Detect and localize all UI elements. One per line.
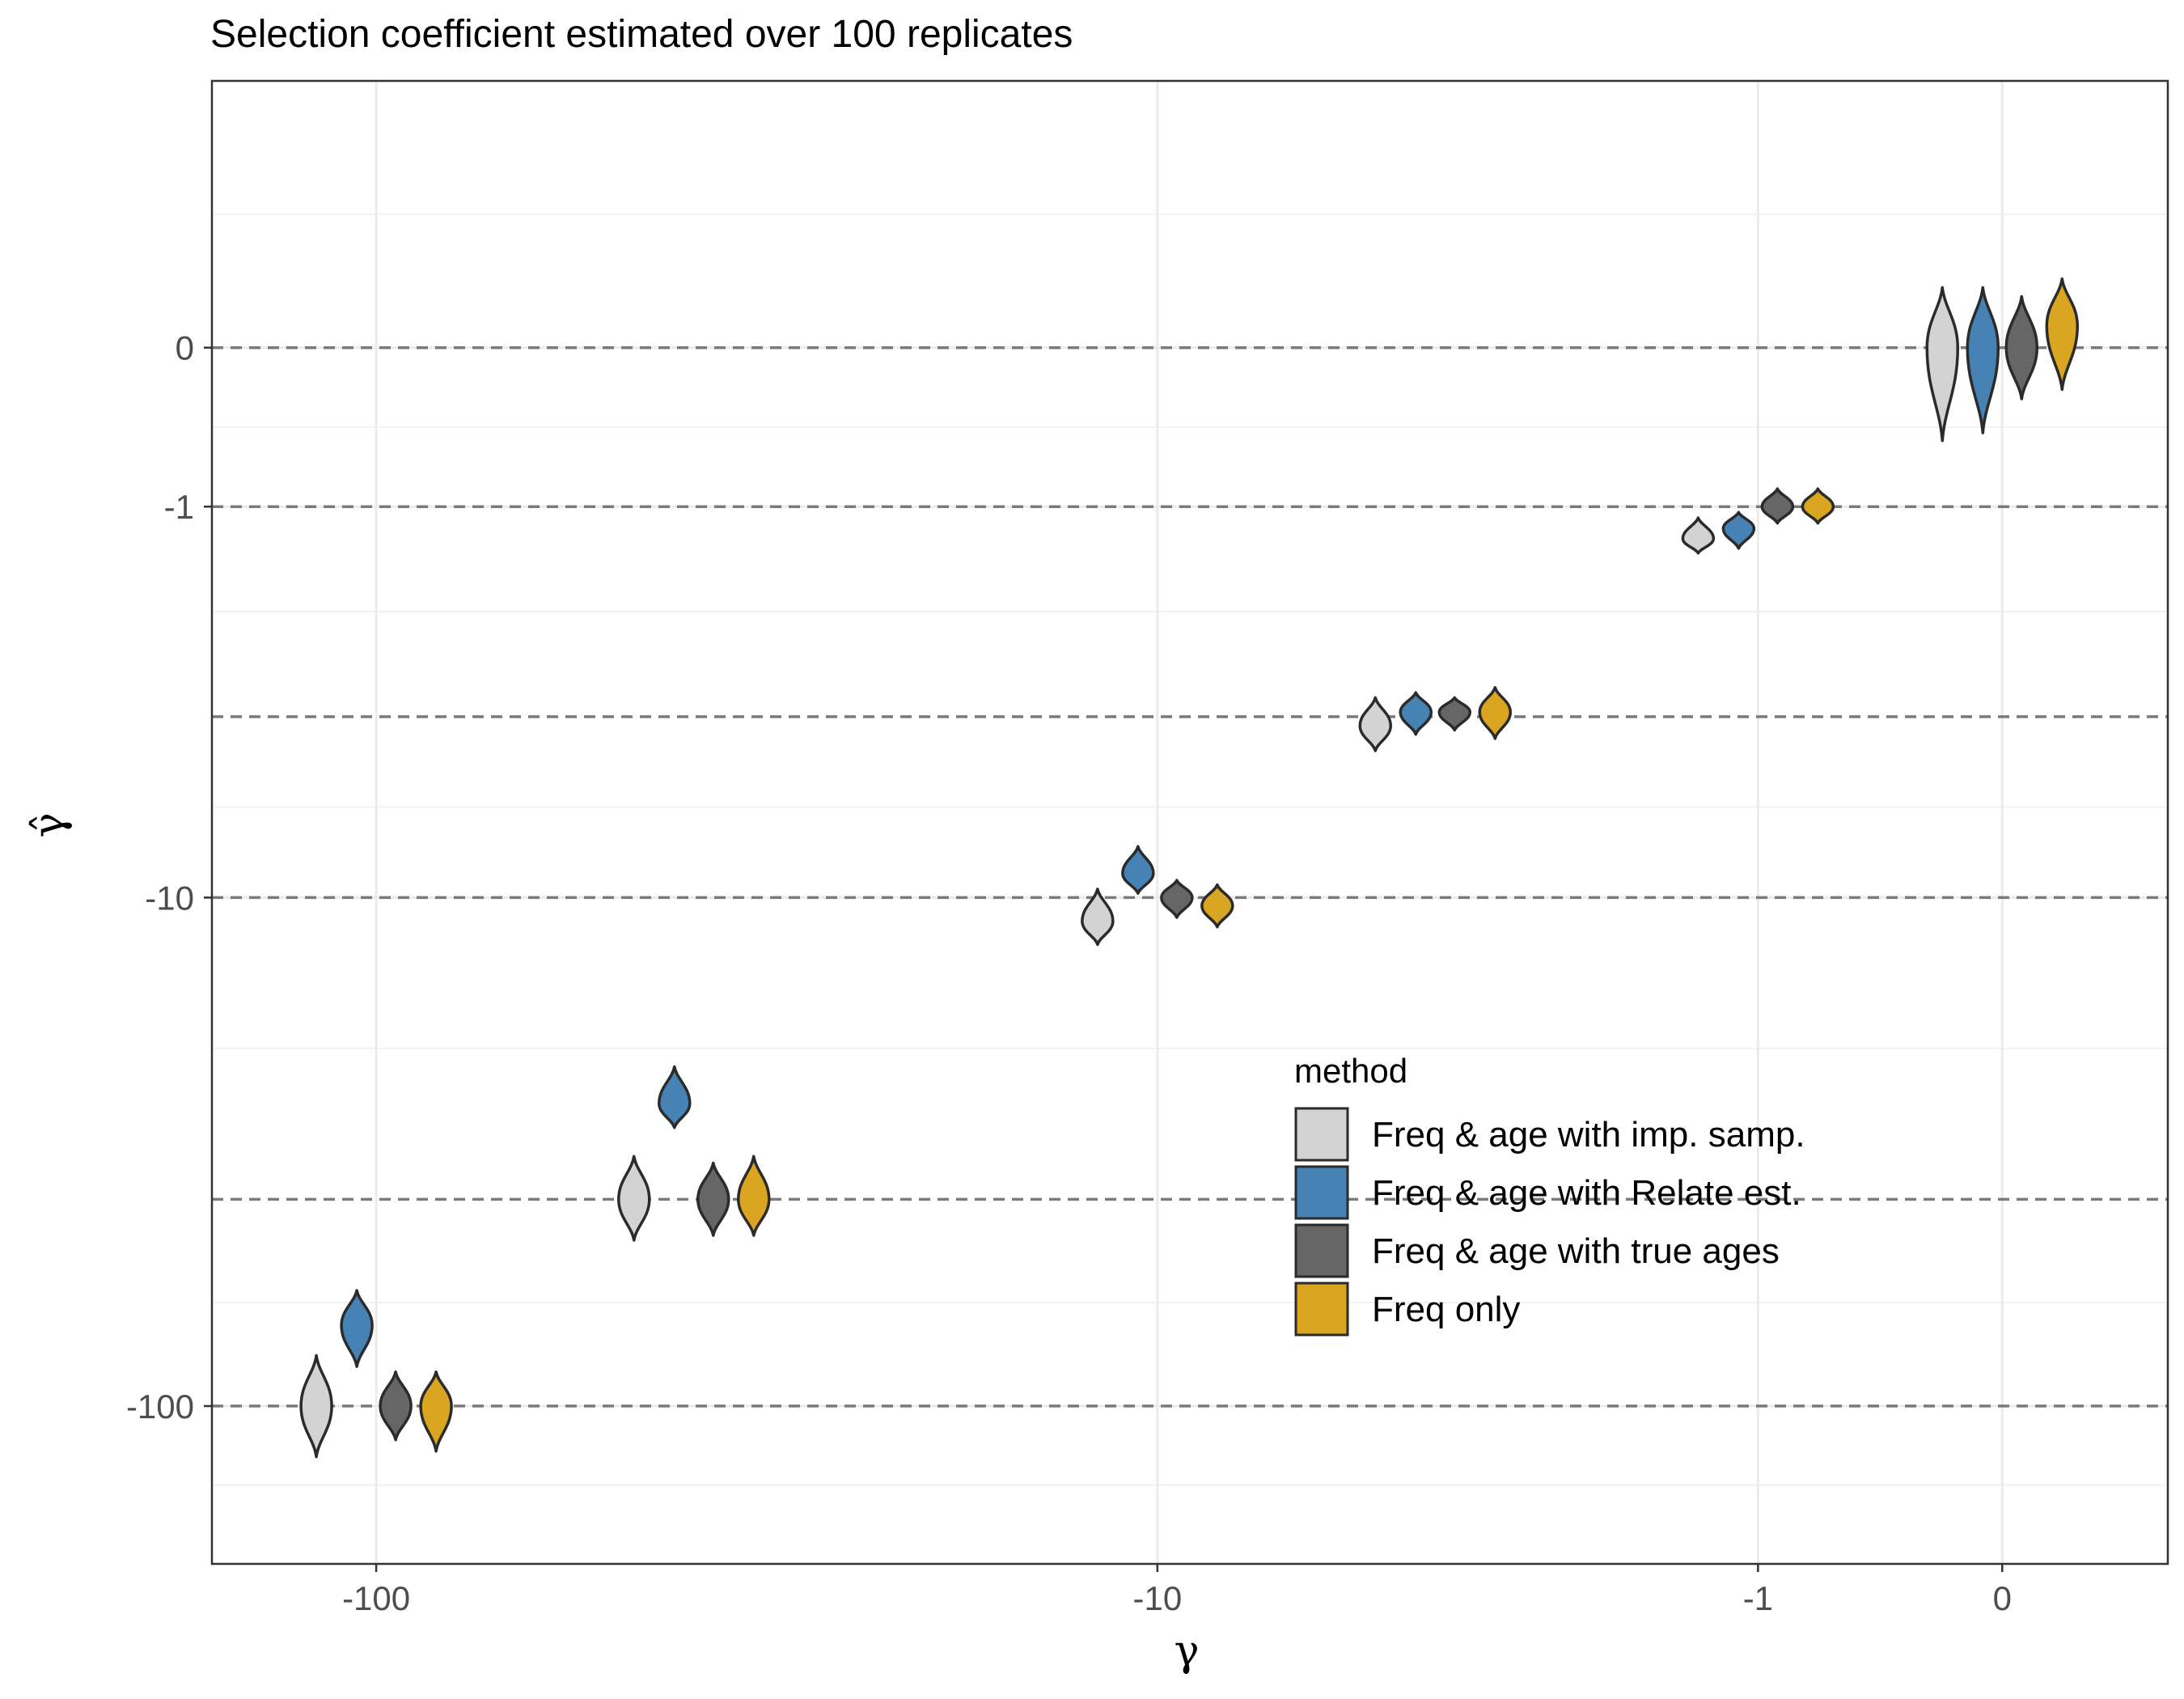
x-tick-label: -100: [342, 1579, 410, 1617]
legend-label: Freq only: [1372, 1290, 1520, 1329]
violin: [1121, 845, 1155, 895]
panel-background: [212, 81, 2168, 1564]
violin: [737, 1155, 771, 1237]
violin: [419, 1370, 453, 1453]
legend-key: [1294, 1165, 1349, 1220]
violin: [617, 1155, 651, 1242]
violin: [1721, 511, 1756, 550]
legend-label: Freq & age with Relate est.: [1372, 1173, 1801, 1213]
violin: [1681, 516, 1716, 555]
violin: [1478, 685, 1513, 740]
chart-title: Selection coefficient estimated over 100…: [210, 13, 1073, 56]
violin: [1925, 286, 1960, 443]
axes: 0-1-10-100-100 -10 -1 0: [126, 79, 2169, 1617]
y-tick-label: 0: [176, 329, 194, 367]
violin: [1081, 888, 1115, 947]
y-axis-label: γ̂: [25, 812, 74, 837]
violin: [1399, 691, 1433, 736]
x-tick-label: -10: [1132, 1579, 1182, 1617]
violin: [1760, 487, 1795, 525]
violin: [1801, 487, 1835, 525]
violin: [2004, 294, 2039, 400]
legend: method Freq & age with imp. samp. Freq & …: [1294, 1052, 1805, 1337]
x-tick-label: -1: [1743, 1579, 1773, 1617]
y-tick-label: -100: [126, 1388, 194, 1426]
violin-layer: [299, 277, 2080, 1459]
violin: [379, 1370, 413, 1442]
violin: [1966, 286, 2000, 434]
violin: [1358, 696, 1393, 752]
plot-panel: [212, 81, 2168, 1564]
x-tick-label: 0: [1993, 1579, 2012, 1617]
violin: [299, 1354, 333, 1459]
violin: [2045, 277, 2080, 392]
violin: [658, 1065, 692, 1129]
panel-border: [210, 79, 2169, 1566]
violin: [1160, 879, 1194, 919]
legend-label: Freq & age with true ages: [1372, 1231, 1780, 1271]
violin: [340, 1289, 374, 1368]
legend-label: Freq & age with imp. samp.: [1372, 1115, 1805, 1155]
violin: [1437, 696, 1472, 732]
legend-key: [1294, 1107, 1349, 1162]
y-tick-label: -1: [164, 488, 194, 526]
x-axis-label: γ: [1174, 1627, 1199, 1676]
violin: [696, 1161, 730, 1237]
y-tick-label: -10: [145, 879, 194, 917]
violin: [1200, 883, 1234, 929]
legend-key: [1294, 1223, 1349, 1278]
legend-key: [1294, 1282, 1349, 1337]
legend-title: method: [1294, 1052, 1407, 1090]
